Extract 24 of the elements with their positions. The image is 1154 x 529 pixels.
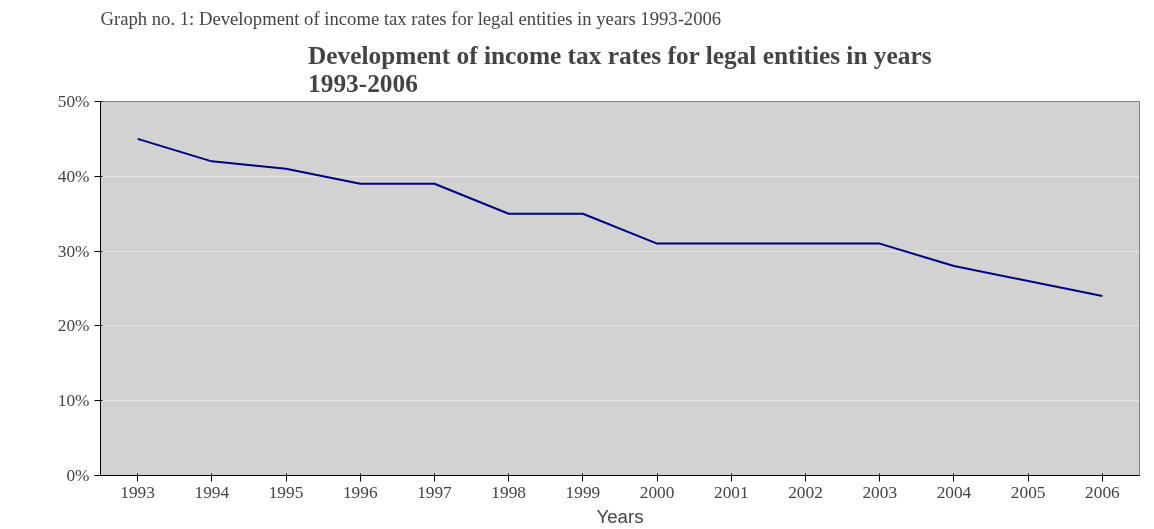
y-tick-label: 10% (57, 391, 90, 411)
y-tick-label: 30% (57, 241, 90, 261)
chart-title: Development of income tax rates for legal entities in years 1993-2006 (308, 40, 932, 97)
x-tick-label: 1993 (120, 482, 155, 502)
x-axis-title: Years (596, 505, 644, 527)
x-tick-label: 1995 (268, 482, 304, 502)
x-tick-label: 2004 (936, 482, 972, 502)
text: Graph no. 1: Development of income tax rates for legal entities in years 1993-2006 (100, 7, 722, 29)
x-tick-label: 2003 (862, 482, 898, 502)
x-tick-label: 2000 (639, 482, 675, 502)
line-series (136, 137, 1104, 297)
x-tick-label: 1997 (417, 482, 453, 502)
x-tick-label: 2006 (1085, 482, 1121, 502)
x-tick-label: 1999 (565, 482, 601, 502)
x-tick-label: 1998 (491, 482, 527, 502)
y-tick-label: 40% (57, 166, 90, 186)
x-tick-label: 2001 (713, 482, 749, 502)
y-tick-label: 0% (66, 466, 90, 485)
x-tick-label: 2002 (788, 482, 823, 502)
x-tick-label: 2005 (1010, 482, 1046, 502)
y-tick-label: 20% (57, 316, 90, 336)
x-tick-label: 1996 (342, 482, 378, 502)
x-tick-label: 1994 (194, 482, 230, 502)
y-tick-label: 50% (57, 92, 90, 111)
